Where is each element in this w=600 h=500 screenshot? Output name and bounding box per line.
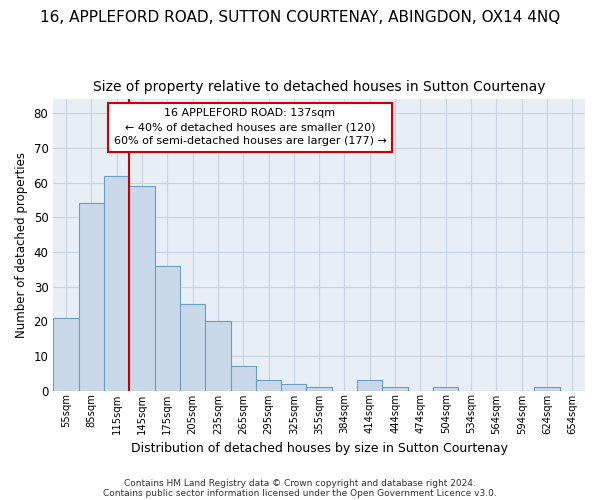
X-axis label: Distribution of detached houses by size in Sutton Courtenay: Distribution of detached houses by size …: [131, 442, 508, 455]
Text: Contains public sector information licensed under the Open Government Licence v3: Contains public sector information licen…: [103, 488, 497, 498]
Title: Size of property relative to detached houses in Sutton Courtenay: Size of property relative to detached ho…: [93, 80, 545, 94]
Bar: [53, 318, 79, 390]
Bar: [79, 204, 104, 390]
Text: 16, APPLEFORD ROAD, SUTTON COURTENAY, ABINGDON, OX14 4NQ: 16, APPLEFORD ROAD, SUTTON COURTENAY, AB…: [40, 10, 560, 25]
Bar: [433, 387, 458, 390]
Y-axis label: Number of detached properties: Number of detached properties: [15, 152, 28, 338]
Bar: [357, 380, 382, 390]
Bar: [104, 176, 129, 390]
Bar: [230, 366, 256, 390]
Bar: [155, 266, 180, 390]
Text: Contains HM Land Registry data © Crown copyright and database right 2024.: Contains HM Land Registry data © Crown c…: [124, 478, 476, 488]
Bar: [129, 186, 155, 390]
Bar: [535, 387, 560, 390]
Bar: [281, 384, 307, 390]
Bar: [205, 321, 230, 390]
Bar: [180, 304, 205, 390]
Text: 16 APPLEFORD ROAD: 137sqm
← 40% of detached houses are smaller (120)
60% of semi: 16 APPLEFORD ROAD: 137sqm ← 40% of detac…: [113, 108, 386, 146]
Bar: [307, 387, 332, 390]
Bar: [382, 387, 408, 390]
Bar: [256, 380, 281, 390]
